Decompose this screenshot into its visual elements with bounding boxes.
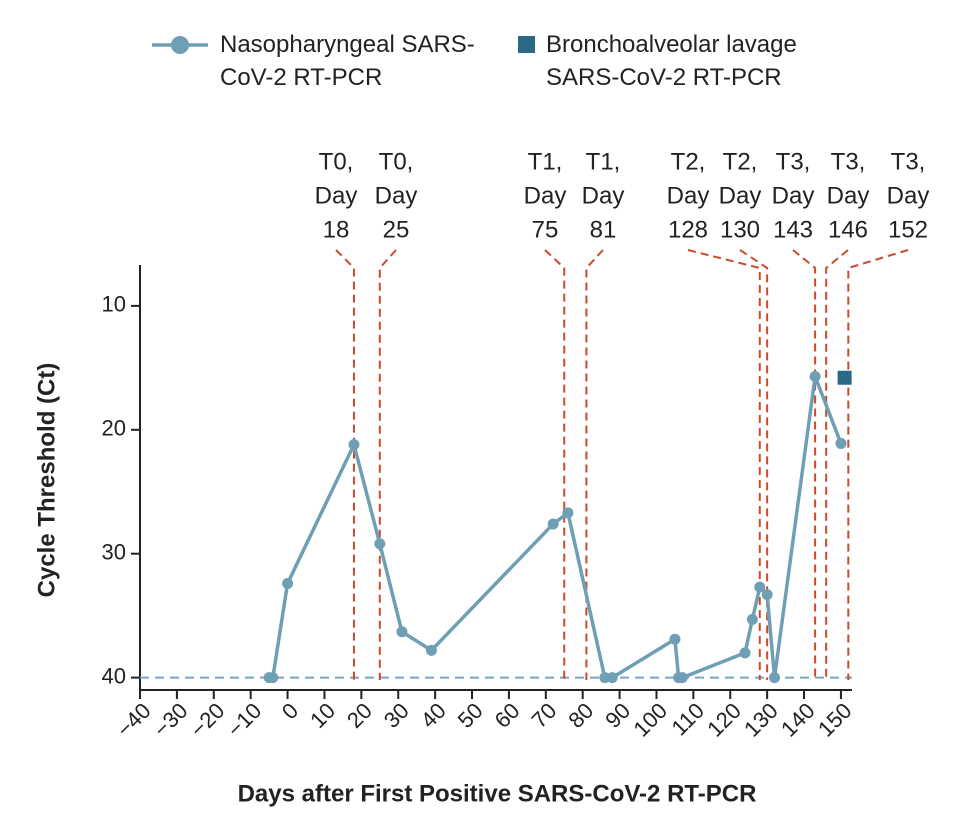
annotation-period: T0,: [379, 148, 414, 175]
annotation-day: 128: [668, 216, 708, 243]
x-tick-label: 0: [277, 698, 303, 724]
data-point: [754, 581, 766, 593]
legend-label: Nasopharyngeal SARS-CoV-2 RT-PCR: [220, 31, 475, 91]
x-tick-label: 60: [490, 698, 525, 733]
annotation-day: 81: [590, 216, 617, 243]
data-point: [761, 589, 773, 601]
annotation-line: [585, 249, 604, 680]
annotation-line: [825, 249, 849, 680]
annotation-day: 75: [532, 216, 559, 243]
annotation-word: Day: [582, 182, 625, 209]
x-tick-label: 70: [526, 698, 561, 733]
x-tick-label: −10: [222, 698, 266, 742]
annotation-word: Day: [719, 182, 762, 209]
data-point: [425, 644, 437, 656]
annotation-period: T3,: [776, 148, 811, 175]
annotation-day: 130: [720, 216, 760, 243]
annotation-line: [739, 249, 769, 680]
annotation-word: Day: [772, 182, 815, 209]
data-point: [669, 633, 681, 645]
annotation-word: Day: [524, 182, 567, 209]
x-tick-label: 130: [739, 698, 783, 742]
x-tick-label: 40: [416, 698, 451, 733]
x-tick-label: 10: [305, 698, 340, 733]
legend-key: [152, 36, 208, 54]
annotation-word: Day: [667, 182, 710, 209]
annotation-word: Day: [827, 182, 870, 209]
legend-label: Bronchoalveolar lavage SARS-CoV-2 RT-PCR: [546, 31, 797, 91]
x-tick-label: −20: [185, 698, 229, 742]
x-tick-label: 120: [702, 698, 746, 742]
data-point: [739, 647, 751, 659]
y-tick-label: 40: [102, 663, 126, 688]
annotation-period: T2,: [671, 148, 706, 175]
x-tick-label: −40: [112, 698, 156, 742]
annotation-period: T1,: [528, 148, 563, 175]
x-tick-label: −30: [148, 698, 192, 742]
annotation-word: Day: [887, 182, 930, 209]
x-tick-label: 90: [600, 698, 635, 733]
legend-marker: [518, 36, 535, 53]
annotation-day: 25: [383, 216, 410, 243]
x-axis-title: Days after First Positive SARS-CoV-2 RT-…: [238, 780, 757, 807]
data-point: [267, 672, 279, 684]
annotation-day: 146: [828, 216, 868, 243]
data-point: [809, 371, 821, 383]
data-point: [606, 672, 618, 684]
x-tick-label: 150: [813, 698, 857, 742]
data-point: [282, 577, 294, 589]
data-point: [769, 672, 781, 684]
annotation-line: [544, 249, 566, 680]
x-tick-label: 50: [453, 698, 488, 733]
y-axis-title: Cycle Threshold (Ct): [33, 363, 60, 598]
x-tick-label: 30: [379, 698, 414, 733]
x-tick-label: 80: [563, 698, 598, 733]
annotation-word: Day: [315, 182, 358, 209]
annotation-line: [847, 249, 909, 680]
annotation-period: T3,: [891, 148, 926, 175]
y-tick-label: 30: [102, 540, 126, 565]
annotation-word: Day: [375, 182, 418, 209]
legend-marker: [171, 36, 189, 54]
annotation-period: T3,: [831, 148, 866, 175]
annotation-line: [378, 249, 397, 680]
data-point: [374, 538, 386, 550]
data-point: [835, 437, 847, 449]
data-point: [348, 439, 360, 451]
annotation-line: [792, 249, 817, 680]
data-point: [746, 613, 758, 625]
x-tick-label: 100: [628, 698, 672, 742]
y-tick-label: 10: [102, 292, 126, 317]
annotation-period: T1,: [586, 148, 621, 175]
legend-key: [518, 36, 535, 53]
annotation-day: 143: [773, 216, 813, 243]
data-point: [837, 370, 852, 385]
data-point: [547, 518, 559, 530]
annotation-day: 152: [888, 216, 928, 243]
data-point: [396, 626, 408, 638]
annotation-line: [335, 249, 355, 680]
data-point: [562, 507, 574, 519]
annotation-period: T2,: [723, 148, 758, 175]
annotation-period: T0,: [319, 148, 354, 175]
data-point: [676, 672, 688, 684]
annotation-day: 18: [323, 216, 350, 243]
x-tick-label: 140: [776, 698, 820, 742]
y-tick-label: 20: [102, 416, 126, 441]
x-tick-label: 20: [342, 698, 377, 733]
x-tick-label: 110: [667, 698, 709, 740]
